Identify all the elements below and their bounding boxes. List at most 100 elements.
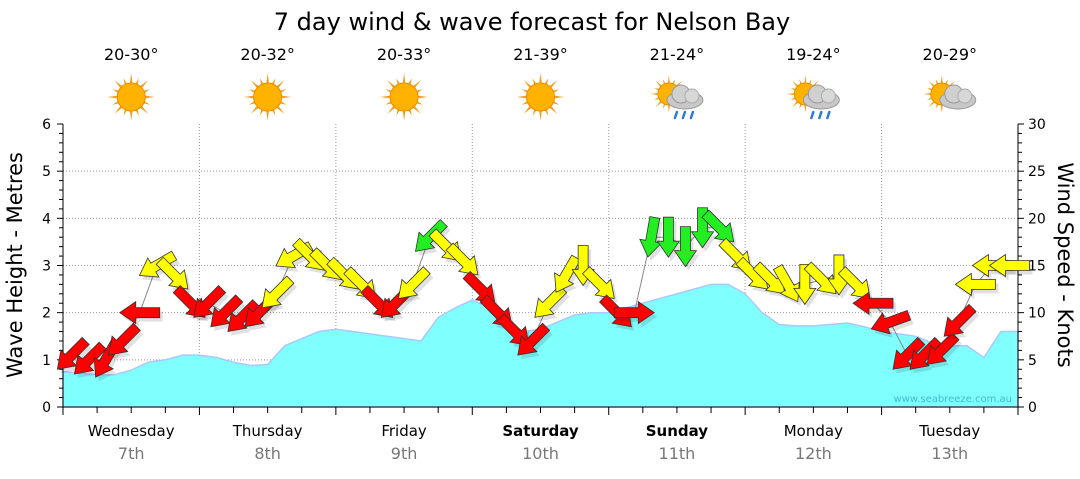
sun-disc — [389, 82, 419, 112]
day-name: Thursday — [232, 422, 303, 440]
wind-arrow — [803, 261, 837, 295]
y-tick-label-right: 20 — [1028, 211, 1046, 227]
watermark: www.seabreeze.com.au — [894, 394, 1012, 405]
y-tick-label-right: 10 — [1028, 306, 1046, 322]
day-name: Friday — [381, 422, 427, 440]
day-temperature: 19-24° — [786, 45, 841, 64]
y-tick-label-right: 25 — [1028, 164, 1046, 180]
day-name: Sunday — [646, 422, 709, 440]
wind-arrow — [870, 310, 912, 335]
day-column: 20-33° Friday 9th — [377, 45, 432, 463]
rain-drop — [681, 110, 687, 120]
day-column: 19-24° Monday 12th — [784, 45, 843, 463]
sun-ray — [266, 73, 270, 85]
sun-ray — [380, 95, 392, 99]
day-temperature: 20-29° — [923, 45, 978, 64]
sun-ray — [538, 73, 543, 85]
wind-arrow — [119, 300, 161, 325]
y-tick-label-right: 5 — [1028, 353, 1037, 369]
y-tick-label-right: 15 — [1028, 259, 1046, 275]
sun-ray — [667, 75, 671, 85]
wind-arrow — [108, 322, 141, 356]
day-date: 9th — [391, 444, 418, 463]
y-tick-label-left: 2 — [42, 306, 51, 322]
wind-arrow — [210, 294, 244, 328]
day-temperature: 21-39° — [513, 45, 568, 64]
rain-drop — [689, 110, 695, 120]
sun-ray — [553, 95, 565, 99]
wind-arrow — [56, 336, 90, 370]
y-tick-label-left: 3 — [42, 259, 51, 275]
sun-ray — [143, 95, 156, 99]
sun-ray — [923, 92, 932, 96]
sun-ray — [107, 95, 119, 99]
wind-arrow — [673, 226, 698, 268]
y-axis-label-left: Wave Height - Metres — [3, 152, 27, 378]
sunny-icon — [107, 73, 156, 121]
sun-ray — [402, 109, 406, 121]
sunny-icon — [243, 73, 292, 121]
sun-ray — [243, 95, 256, 99]
day-column: 21-24° Sunday 11th — [646, 45, 709, 463]
day-name: Wednesday — [88, 422, 175, 440]
sun-ray — [416, 95, 428, 99]
wind-arrow — [73, 341, 107, 375]
wind-arrow — [193, 284, 227, 318]
sun-cloud-icon — [923, 75, 977, 113]
sun-ray — [667, 103, 671, 113]
cloud-puff — [957, 88, 973, 104]
day-column: 20-29° Tuesday 13th — [918, 45, 980, 463]
sun-ray — [786, 92, 796, 96]
day-date: 12th — [795, 444, 832, 463]
day-date: 7th — [118, 444, 145, 463]
wind-arrow — [690, 207, 715, 249]
day-date: 13th — [931, 444, 968, 463]
day-date: 11th — [659, 444, 696, 463]
sunny-icon — [380, 73, 428, 121]
sun-ray — [804, 75, 807, 85]
wind-arrow — [613, 300, 656, 325]
sun-disc — [526, 82, 555, 112]
wind-arrow — [793, 263, 817, 306]
day-name: Saturday — [502, 422, 579, 440]
rain-drop — [673, 110, 679, 120]
y-tick-label-left: 0 — [42, 400, 51, 416]
day-temperature: 21-24° — [650, 45, 705, 64]
y-tick-label-right: 0 — [1028, 400, 1037, 416]
sun-cloud-rain-icon — [650, 75, 704, 120]
wind-arrow — [752, 261, 786, 295]
sun-disc — [116, 82, 146, 112]
y-tick-label-left: 1 — [42, 353, 51, 369]
wind-arrow — [943, 303, 977, 337]
sun-ray — [129, 73, 133, 85]
wind-arrow — [397, 266, 431, 300]
y-tick-label-left: 6 — [42, 117, 51, 133]
sun-ray — [940, 103, 943, 113]
wind-arrow — [554, 254, 581, 293]
sun-ray — [266, 109, 270, 121]
chart-title: 7 day wind & wave forecast for Nelson Ba… — [274, 8, 790, 36]
sun-ray — [280, 95, 292, 99]
sun-ray — [940, 75, 943, 85]
wind-arrow — [852, 291, 894, 315]
sun-ray — [650, 92, 660, 96]
sun-cloud-rain-icon — [786, 75, 840, 120]
wind-arrow — [909, 336, 943, 370]
rain-drop — [818, 110, 823, 120]
wind-arrow — [954, 272, 996, 297]
y-tick-label-left: 5 — [42, 164, 51, 180]
sun-ray — [129, 109, 133, 121]
rain-drop — [810, 110, 815, 120]
wind-arrow — [261, 275, 295, 309]
cloud-puff — [684, 88, 700, 104]
wind-arrow — [892, 336, 926, 370]
day-name: Tuesday — [918, 422, 980, 440]
rain-drop — [826, 110, 831, 120]
day-temperature: 20-32° — [240, 45, 295, 64]
sun-disc — [253, 82, 283, 112]
wind-arrow — [517, 322, 551, 356]
sun-ray — [516, 95, 528, 99]
y-axis-label-right: Wind Speed - Knots — [1053, 162, 1077, 367]
y-tick-label-left: 4 — [42, 211, 51, 227]
